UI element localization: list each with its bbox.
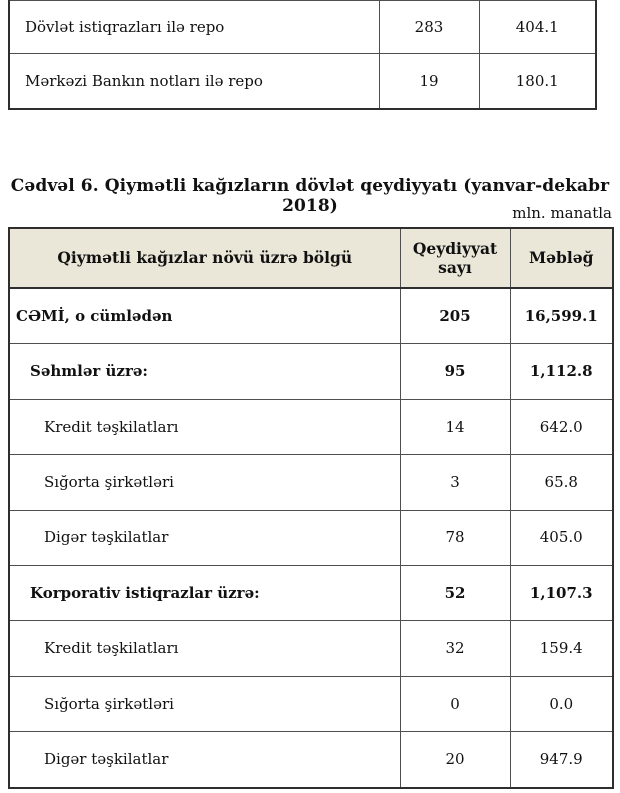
table-row: Sığorta şirkətləri 3 65.8 (8, 454, 614, 511)
row-amount: 180.1 (478, 53, 597, 110)
header-category: Qiymətli kağızlar növü üzrə bölgü (8, 227, 401, 289)
table-title: Cədvəl 6. Qiymətli kağızların dövlət qey… (10, 176, 610, 216)
row-amount: 1,112.8 (509, 343, 614, 400)
row-amount: 404.1 (478, 0, 597, 54)
unit-note: mln. manatla (512, 204, 612, 222)
row-label: Digər təşkilatlar (8, 509, 401, 566)
row-count: 3 (399, 454, 511, 511)
row-amount: 1,107.3 (509, 564, 614, 622)
row-label: Sığorta şirkətləri (8, 454, 401, 511)
row-count: 52 (399, 564, 511, 622)
table-row: Kredit təşkilatları 14 642.0 (8, 398, 614, 456)
row-label: Kredit təşkilatları (8, 398, 401, 456)
table-row: Dövlət istiqrazları ilə repo 283 404.1 (8, 0, 597, 54)
table-row: Digər təşkilatlar 20 947.9 (8, 731, 614, 789)
header-registration-count: Qeydiyyat sayı (399, 227, 511, 289)
table-row-group: Səhmlər üzrə: 95 1,112.8 (8, 343, 614, 400)
row-count: 20 (399, 731, 511, 789)
securities-registration-table: Qiymətli kağızlar növü üzrə bölgü Qeydiy… (8, 227, 614, 789)
table-header: Qiymətli kağızlar növü üzrə bölgü Qeydiy… (8, 227, 614, 289)
row-label: CƏMİ, o cümlədən (8, 287, 401, 345)
row-label: Səhmlər üzrə: (8, 343, 401, 400)
row-label: Mərkəzi Bankın notları ilə repo (8, 53, 380, 110)
row-count: 283 (378, 0, 480, 54)
row-count: 95 (399, 343, 511, 400)
row-label: Korporativ istiqrazlar üzrə: (8, 564, 401, 622)
row-amount: 16,599.1 (509, 287, 614, 345)
row-count: 32 (399, 620, 511, 677)
table-row: Mərkəzi Bankın notları ilə repo 19 180.1 (8, 53, 597, 110)
row-count: 0 (399, 675, 511, 733)
row-count: 205 (399, 287, 511, 345)
row-count: 19 (378, 53, 480, 110)
repo-operations-table: Dövlət istiqrazları ilə repo 283 404.1 M… (8, 0, 597, 110)
table-row: Sığorta şirkətləri 0 0.0 (8, 675, 614, 733)
table-row-group: Korporativ istiqrazlar üzrə: 52 1,107.3 (8, 564, 614, 622)
row-amount: 0.0 (509, 675, 614, 733)
row-amount: 642.0 (509, 398, 614, 456)
table-row: Digər təşkilatlar 78 405.0 (8, 509, 614, 566)
row-label: Digər təşkilatlar (8, 731, 401, 789)
row-label: Kredit təşkilatları (8, 620, 401, 677)
row-amount: 405.0 (509, 509, 614, 566)
row-label: Dövlət istiqrazları ilə repo (8, 0, 380, 54)
table-row: Kredit təşkilatları 32 159.4 (8, 620, 614, 677)
row-amount: 65.8 (509, 454, 614, 511)
table-row-total: CƏMİ, o cümlədən 205 16,599.1 (8, 287, 614, 345)
header-amount: Məbləğ (509, 227, 614, 289)
header-row: Qiymətli kağızlar növü üzrə bölgü Qeydiy… (8, 227, 614, 289)
row-count: 14 (399, 398, 511, 456)
row-count: 78 (399, 509, 511, 566)
row-amount: 159.4 (509, 620, 614, 677)
row-label: Sığorta şirkətləri (8, 675, 401, 733)
row-amount: 947.9 (509, 731, 614, 789)
